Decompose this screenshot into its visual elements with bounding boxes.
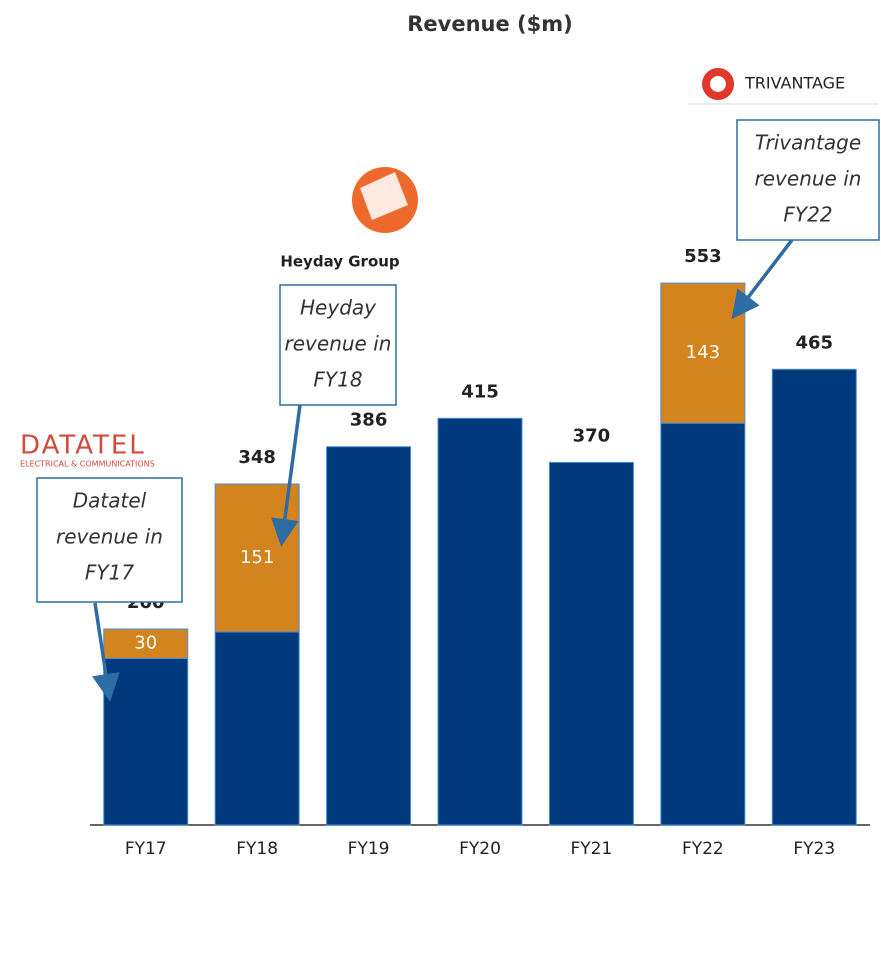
logo-text: Heyday Group [280,253,400,271]
chart-title: Revenue ($m) [407,12,573,36]
bar-segment [660,282,746,424]
annotation-box [279,284,397,406]
bar-segment [326,446,412,826]
bar-segment [437,417,523,826]
x-tick-label: FY23 [793,839,835,859]
x-tick-label: FY20 [459,839,501,859]
annotation-text: revenue in [285,332,392,356]
total-label: 370 [573,425,611,446]
annotation-text: Heyday [300,296,377,320]
annotation-box [736,119,880,241]
x-tick-label: FY22 [682,839,724,859]
annotation-text: FY18 [313,368,362,392]
annotation-arrow [92,602,120,702]
bar-segment [103,657,189,826]
bar-segment [660,422,746,826]
annotation-text: Trivantage [755,131,861,155]
logo-text: TRIVANTAGE [744,74,845,93]
annotation-text: FY22 [783,203,832,227]
annotation-arrow [731,238,794,320]
total-label: 465 [795,332,833,353]
bar-segment [103,628,189,659]
trivantage-logo [702,68,735,100]
segment-label: 30 [134,633,157,654]
annotation-text: revenue in [56,525,163,549]
x-tick-label: FY17 [125,839,167,859]
total-label: 348 [238,447,276,468]
total-label: 415 [461,381,499,402]
total-label: 553 [684,246,722,267]
bar-segment [548,461,634,826]
heyday-logo-mark [360,172,408,220]
x-tick-label: FY21 [571,839,613,859]
annotation-text: Datatel [73,489,147,513]
x-tick-label: FY19 [348,839,390,859]
annotation-box [36,477,183,603]
annotation-arrow [270,404,302,547]
x-tick-label: FY18 [236,839,278,859]
annotation-text: revenue in [755,167,862,191]
annotation-text: FY17 [85,561,134,585]
bar-segment [214,631,300,826]
total-label: 386 [350,410,388,431]
logo-text: DATATEL [20,431,146,461]
segment-label: 151 [240,547,274,568]
bar-segment [771,368,857,826]
segment-label: 143 [686,342,720,363]
logo-text: ELECTRICAL & COMMUNICATIONS [20,460,155,469]
